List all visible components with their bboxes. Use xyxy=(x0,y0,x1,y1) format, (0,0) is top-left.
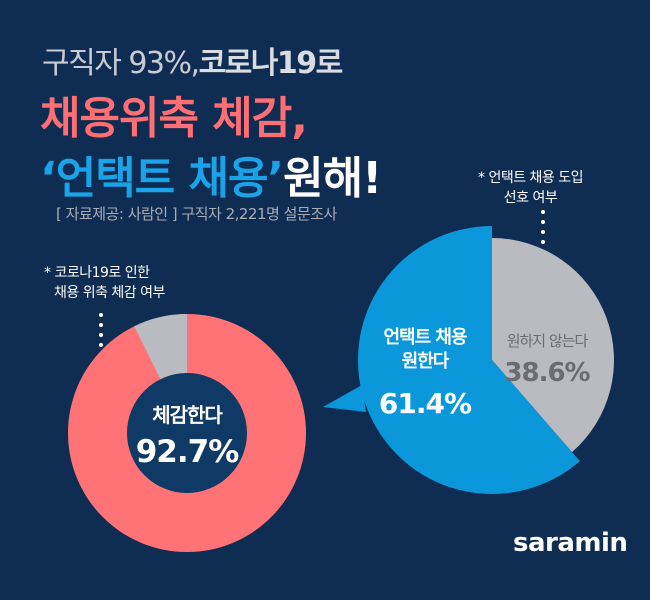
headline-bold: 코로나19로 xyxy=(198,46,344,81)
left-donut-chart xyxy=(68,313,306,552)
headline-line2: 채용위축 체감, xyxy=(40,93,308,144)
headline-blue: ‘언택트 채용’ xyxy=(40,153,284,204)
pie-slice-yes xyxy=(357,226,580,494)
right-note: * 언택트 채용 도입 선호 여부 xyxy=(478,168,584,208)
left-note: * 코로나19로 인한 채용 위축 체감 여부 xyxy=(44,263,165,303)
yes-label-line2: 원한다 xyxy=(401,351,450,372)
left-note-line1: * 코로나19로 인한 xyxy=(44,265,150,281)
speech-tail xyxy=(323,385,366,412)
donut-center xyxy=(127,373,247,493)
right-no-label: 원하지 않는다 xyxy=(506,332,589,350)
saramin-logo: saramin xyxy=(513,528,628,558)
right-note-line2: 선호 여부 xyxy=(503,190,558,206)
headline-line3: ‘언택트 채용’원해! xyxy=(40,142,382,206)
yes-label-line1: 언택트 채용 xyxy=(383,327,467,348)
right-yes-value: 61.4% xyxy=(378,387,472,420)
left-note-line2: 채용 위축 체감 여부 xyxy=(54,285,165,301)
headline-line1: 구직자 93%,코로나19로 xyxy=(42,38,344,82)
right-pie-chart xyxy=(323,226,614,494)
right-no-value: 38.6% xyxy=(504,358,590,388)
right-dotted-leader xyxy=(541,210,545,250)
source-caption: [ 자료제공: 사람인 ] 구직자 2,221명 설문조사 xyxy=(56,205,337,223)
headline-white: 원해! xyxy=(283,153,382,204)
pie-slice-no xyxy=(492,238,614,453)
right-note-line1: * 언택트 채용 도입 xyxy=(478,170,584,186)
headline-light: 구직자 93%, xyxy=(42,46,200,81)
left-center-value: 92.7% xyxy=(135,434,240,470)
left-dotted-leader xyxy=(99,313,103,353)
left-center-label: 체감한다 xyxy=(152,403,223,427)
right-yes-label: 언택트 채용 원한다 xyxy=(365,326,485,374)
